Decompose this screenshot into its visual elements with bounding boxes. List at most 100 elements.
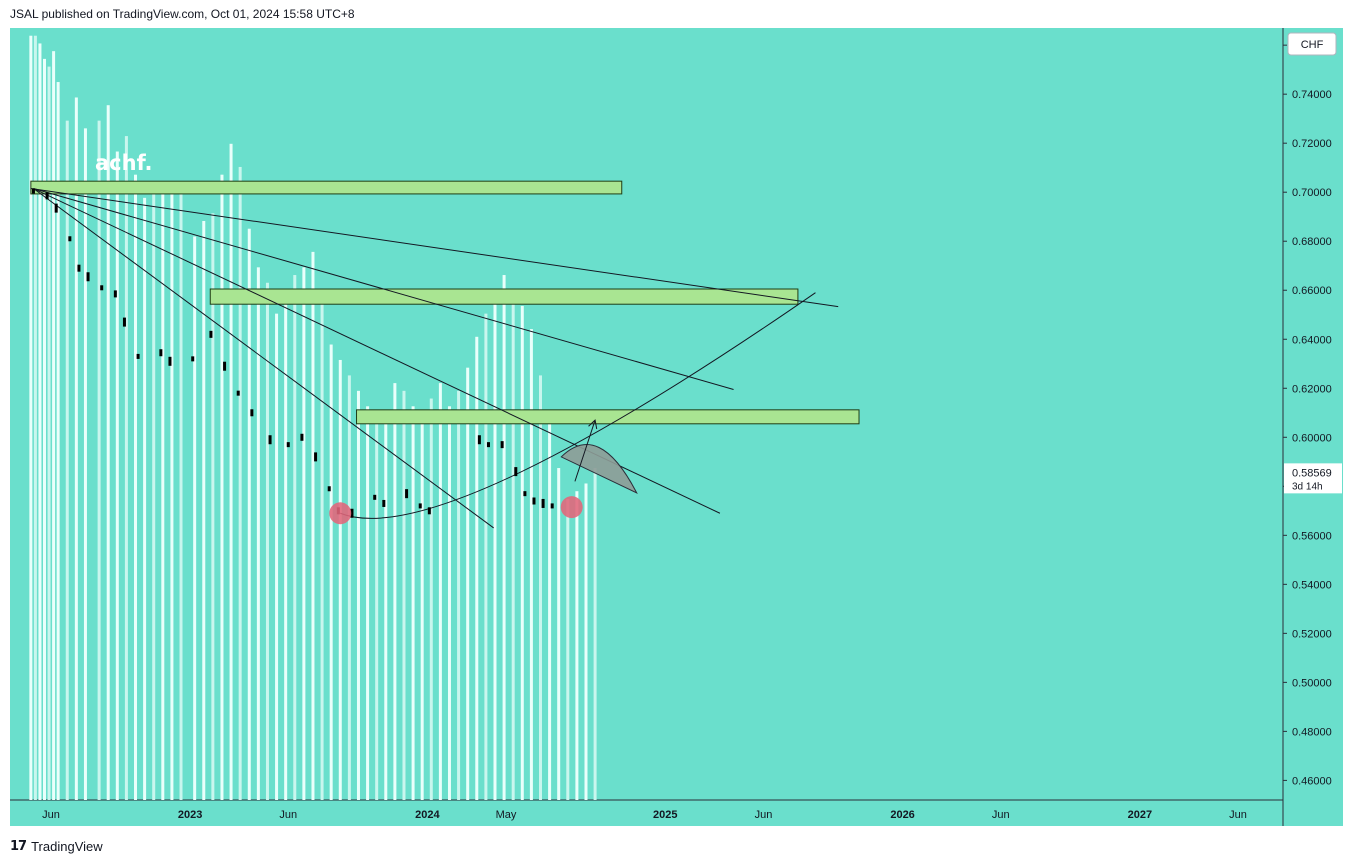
resistance-zone [356, 409, 860, 425]
y-tick-label: 0.52000 [1292, 628, 1332, 640]
y-axis-background [1283, 28, 1343, 826]
volume-bar [52, 51, 56, 801]
volume-bar [152, 182, 156, 800]
price-candle [136, 353, 140, 359]
volume-bar [38, 43, 42, 800]
price-candle [373, 494, 377, 500]
volume-bar [311, 251, 315, 800]
price-candle [250, 409, 254, 417]
volume-bar [511, 290, 515, 800]
volume-bar [256, 267, 260, 800]
price-candle [427, 507, 431, 515]
currency-badge [1287, 32, 1337, 56]
x-tick-label: Jun [42, 809, 60, 821]
resistance-zone [30, 180, 623, 195]
price-candle [68, 236, 72, 242]
y-tick-label: 0.70000 [1292, 187, 1332, 199]
price-candle [486, 442, 490, 448]
x-tick-label: 2023 [178, 809, 202, 821]
price-candle [209, 330, 213, 338]
volume-bar [548, 414, 552, 800]
axes: 0.760000.740000.720000.700000.680000.660… [42, 32, 1342, 821]
volume-bar [347, 375, 351, 800]
currency-label: CHF [1301, 39, 1324, 51]
volume-bar [493, 298, 497, 800]
rounding-bottom-curve [340, 292, 816, 519]
price-candle [523, 491, 527, 497]
y-tick-label: 0.60000 [1292, 432, 1332, 444]
x-tick-label: 2024 [415, 809, 440, 821]
pivot-marker [560, 496, 583, 519]
brand-name: TradingView [31, 838, 103, 854]
y-tick-label: 0.56000 [1292, 530, 1332, 542]
volume-bar [402, 390, 406, 800]
price-candle [382, 499, 386, 507]
price-candle [236, 390, 240, 396]
volume-bar [429, 398, 433, 800]
volume-bar [329, 344, 333, 800]
volume-bar [97, 120, 101, 800]
x-tick-label: Jun [755, 809, 773, 821]
x-axis-background [10, 800, 1283, 826]
projection-arc [560, 444, 638, 494]
x-tick-label: 2025 [653, 809, 677, 821]
resistance-zone [209, 288, 799, 305]
volume-bar [229, 143, 233, 801]
volume-bars [29, 35, 597, 801]
volume-bar [302, 267, 306, 800]
volume-bar [447, 406, 451, 800]
price-candle [77, 264, 81, 272]
last-price-badge [1284, 463, 1342, 494]
price-candle [514, 467, 518, 477]
volume-bar [74, 97, 78, 801]
volume-bar [106, 105, 110, 800]
volume-bar [47, 66, 51, 801]
price-candle [100, 285, 104, 291]
bar-countdown-label: 3d 14h [1292, 481, 1323, 492]
volume-bar [393, 383, 397, 800]
arrow-shaft [574, 419, 596, 482]
price-zones [30, 180, 860, 425]
y-tick-label: 0.62000 [1292, 383, 1332, 395]
tradingview-logo-icon: 17 [10, 838, 27, 854]
volume-bar [134, 174, 138, 800]
volume-bar [538, 375, 542, 800]
x-tick-label: 2027 [1128, 809, 1152, 821]
volume-bar [29, 35, 33, 801]
volume-bar [275, 313, 279, 800]
price-candle [168, 356, 172, 366]
volume-bar [593, 468, 597, 800]
price-candle [350, 508, 354, 518]
volume-bar [356, 390, 360, 800]
y-tick-label: 0.46000 [1292, 775, 1332, 787]
y-tick-label: 0.66000 [1292, 285, 1332, 297]
y-tick-label: 0.74000 [1292, 89, 1332, 101]
price-candle [113, 290, 117, 298]
price-candle [45, 192, 49, 200]
volume-bar [115, 151, 119, 800]
volume-bar [65, 120, 69, 800]
volume-bar [293, 275, 297, 800]
volume-bar [238, 166, 242, 800]
volume-bar [375, 421, 379, 800]
volume-bar [83, 128, 87, 801]
volume-bar [366, 406, 370, 800]
volume-bar [161, 190, 165, 800]
x-tick-label: 2026 [890, 809, 914, 821]
footer-brand[interactable]: 17 TradingView [10, 837, 103, 855]
price-candle [550, 503, 554, 509]
price-candle [286, 442, 290, 448]
volume-bar [502, 275, 506, 800]
volume-bar [143, 197, 147, 801]
volume-bar [384, 414, 388, 800]
volume-bar [529, 329, 533, 800]
volume-bar [265, 282, 269, 800]
price-candle [223, 361, 227, 371]
volume-bar [438, 383, 442, 800]
volume-bar [211, 213, 215, 800]
plot-background[interactable] [10, 28, 1343, 826]
volume-bar [484, 313, 488, 800]
volume-bar [202, 221, 206, 800]
volume-bar [193, 236, 197, 800]
